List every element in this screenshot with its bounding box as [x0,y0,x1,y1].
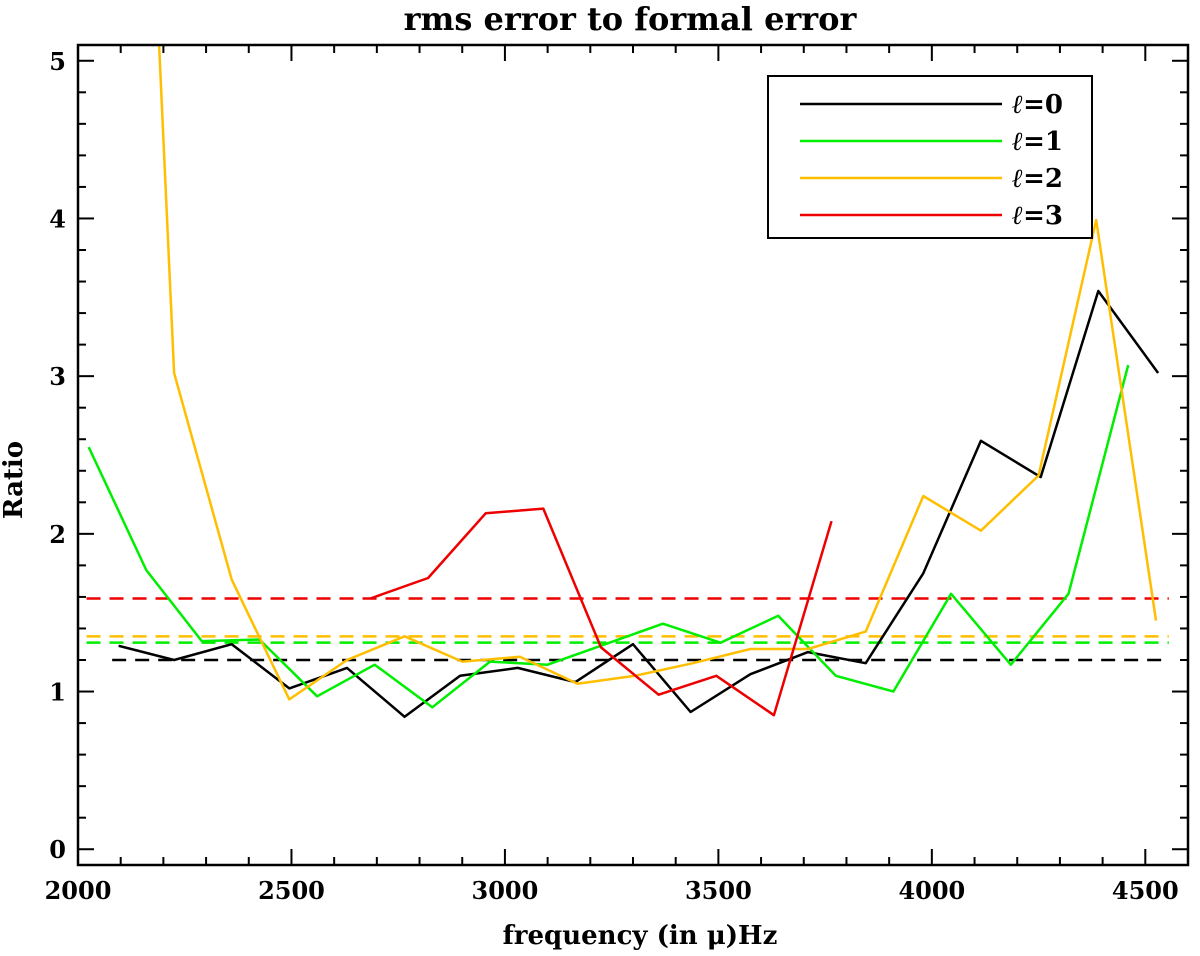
chart-title: rms error to formal error [404,0,858,38]
y-tick-label: 4 [49,204,66,233]
y-axis-label: Ratio [0,441,29,519]
x-tick-label: 3500 [685,876,752,905]
legend-label-l0: ℓ=0 [1012,90,1063,120]
y-tick-label: 1 [49,678,66,707]
legend: ℓ=0 ℓ=1 ℓ=2 ℓ=3 [767,75,1093,239]
y-axis: 0 1 2 3 4 5 [49,47,1188,864]
plot-area [86,45,1169,719]
series-line-l3 [369,507,833,717]
series-line-l0 [118,289,1160,719]
series-line-l1 [87,364,1130,709]
x-axis-label: frequency (in μ)Hz [503,921,778,951]
y-tick-label: 5 [49,47,66,76]
legend-label-l1: ℓ=1 [1012,127,1063,157]
x-tick-label: 2500 [258,876,325,905]
x-tick-label: 4000 [898,876,965,905]
y-tick-label: 2 [49,520,66,549]
legend-label-l2: ℓ=2 [1012,164,1063,194]
y-tick-label: 3 [49,362,66,391]
x-tick-label: 4500 [1112,876,1179,905]
x-tick-label: 3000 [472,876,539,905]
x-axis: 2000 2500 3000 3500 4000 4500 [45,45,1189,905]
legend-label-l3: ℓ=3 [1012,201,1063,231]
y-tick-label: 0 [49,835,66,864]
x-tick-label: 2000 [45,876,112,905]
